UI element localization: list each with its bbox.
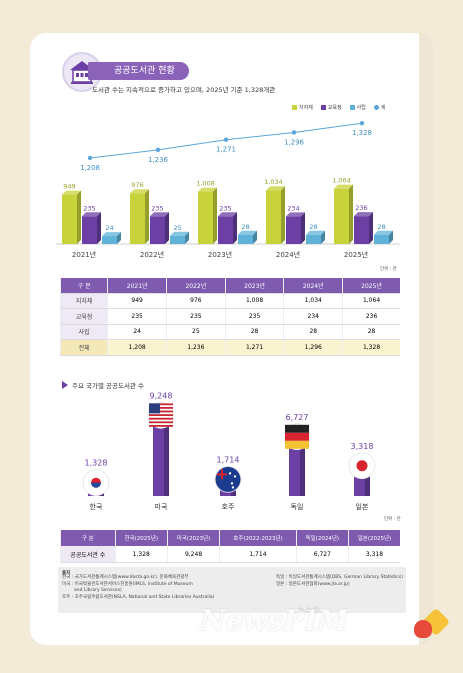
table-row: 교육청 235 235 235 234 236 (59, 308, 400, 325)
table-header-cell: 호주(2022-2023년) (219, 530, 297, 546)
page-title: 공공도서관 현황 (88, 62, 189, 80)
table-cell: 1,034 (283, 293, 343, 309)
table-cell: 1,328 (342, 339, 400, 356)
house-icon-svg (70, 61, 94, 84)
legend-item-private: 사립 (349, 104, 366, 111)
table-header-cell: 2022년 (166, 278, 226, 294)
chart2-unit: 단위 : 관 (384, 517, 401, 522)
table-header-cell: 구 분 (60, 530, 116, 546)
legend-item-local: 지자체 (292, 104, 313, 111)
table-cell: 28 (342, 324, 400, 340)
legend-item-total: 계 (373, 104, 386, 111)
table-cell: 1,064 (342, 293, 400, 309)
table-cell: 3,318 (347, 546, 400, 563)
source-box: 출처 한국 : 국가도서관통계시스템(www.libsta.go.kr), 문화… (58, 567, 406, 613)
watermark-small: 뉴스핌 (298, 606, 321, 614)
chart1-unit: 단위 : 관 (380, 267, 397, 272)
country-table: 구 분 한국(2025년) 미국(2023년) 호주(2022-2023년) 독… (60, 530, 400, 563)
source-line: 호주 : 호주국립주립도서관(NSLA, National and State … (62, 594, 215, 600)
table-row-total: 전체 1,208 1,236 1,271 1,296 1,328 (59, 339, 400, 356)
legend-label-private: 사립 (356, 105, 366, 111)
table-cell: 235 (224, 308, 284, 325)
source-heading: 출처 (62, 571, 71, 576)
table-header-cell: 구 분 (59, 278, 108, 294)
triangle-bullet-icon (62, 381, 68, 389)
source-line: 일본 : 일본도서관협회(www.jla.or.jp) (276, 581, 350, 587)
table-cell: 235 (166, 308, 226, 325)
table-header-cell: 독일(2024년) (295, 530, 349, 546)
table-row-header: 교육청 (59, 308, 108, 325)
legend-label-edu: 교육청 (327, 105, 342, 111)
source-left: 한국 : 국가도서관통계시스템(www.libsta.go.kr), 문화체육관… (62, 575, 214, 601)
source-line: and Library Services) (74, 588, 122, 593)
legend-label-total: 계 (380, 105, 386, 111)
table-cell: 28 (224, 324, 284, 340)
table-cell: 1,714 (219, 546, 297, 563)
source-line: 독일 : 독일도서관통계시스템(DBS, German Library Stat… (276, 575, 403, 580)
table-header-cell: 2021년 (107, 278, 167, 294)
table-row-header: 공공도서관 수 (60, 546, 116, 563)
table-cell: 234 (283, 308, 343, 325)
page-subtitle: 도서관 수는 지속적으로 증가하고 있으며, 2025년 기준 1,328개관 (92, 86, 276, 94)
chart-legend: 지자체 교육청 사립 계 (292, 104, 385, 111)
table-header-cell: 2024년 (283, 278, 343, 294)
table-header-cell: 2023년 (224, 278, 284, 294)
table-cell: 1,008 (224, 293, 284, 309)
table-row: 지자체 949 976 1,008 1,034 1,064 (59, 293, 400, 309)
table-row: 공공도서관 수 1,328 9,248 1,714 6,727 3,318 (60, 546, 400, 563)
source-line: 한국 : 국가도서관통계시스템(www.libsta.go.kr), 문화체육관… (62, 575, 189, 580)
watermark-logo: NewsPIM (200, 604, 349, 637)
table-row: 사립 24 25 28 28 28 (59, 324, 400, 340)
table-header-cell: 미국(2023년) (166, 530, 220, 546)
table-cell: 236 (342, 308, 400, 325)
table-cell: 976 (166, 293, 226, 309)
table-cell: 28 (283, 324, 343, 340)
table-cell: 1,208 (107, 339, 167, 356)
table-header-cell: 일본(2025년) (347, 530, 400, 546)
table-row-header: 전체 (59, 339, 108, 356)
table-cell: 1,296 (283, 339, 343, 356)
table-header-cell: 2025년 (342, 278, 400, 294)
table-cell: 6,727 (295, 546, 349, 563)
table-cell: 9,248 (166, 546, 220, 563)
section-heading-label: 주요 국가별 공공도서관 수 (72, 382, 144, 390)
card-tab (419, 33, 433, 645)
table-cell: 235 (107, 308, 167, 325)
table-cell: 1,328 (114, 546, 168, 563)
table-cell: 1,236 (166, 339, 226, 356)
table-row-header: 사립 (59, 324, 108, 340)
table-cell: 1,271 (224, 339, 284, 356)
table-cell: 24 (107, 324, 167, 340)
source-right: 독일 : 독일도서관통계시스템(DBS, German Library Stat… (276, 575, 403, 588)
table-header-row: 구 분 2021년 2022년 2023년 2024년 2025년 (59, 278, 400, 294)
table-header-cell: 한국(2025년) (114, 530, 168, 546)
source-line: 미국 : 미국박물관도서관서비스진흥원(IMLS, Institute of M… (62, 581, 193, 587)
table-cell: 949 (107, 293, 167, 309)
watermark-tag: NEWSPIM (352, 625, 386, 633)
table-cell: 25 (166, 324, 226, 340)
table-row-header: 지자체 (59, 293, 108, 309)
legend-label-local: 지자체 (299, 105, 313, 111)
watermark-heart-icon (414, 620, 432, 638)
library-table: 구 분 2021년 2022년 2023년 2024년 2025년 지자체 94… (59, 278, 400, 356)
section-heading: 주요 국가별 공공도서관 수 (62, 380, 144, 390)
legend-item-edu: 교육청 (320, 104, 342, 111)
country-table-header: 구 분 한국(2025년) 미국(2023년) 호주(2022-2023년) 독… (60, 530, 400, 546)
